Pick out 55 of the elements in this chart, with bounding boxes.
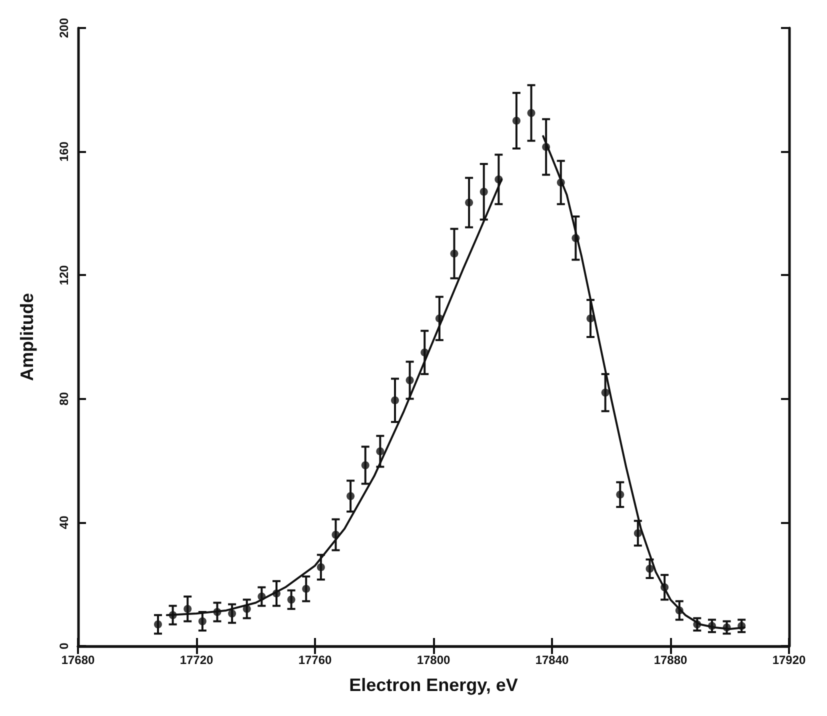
point <box>346 492 355 500</box>
point <box>693 620 702 628</box>
point <box>527 108 536 117</box>
point <box>154 620 162 628</box>
point <box>646 564 654 573</box>
point <box>272 589 280 598</box>
point <box>361 461 370 470</box>
point <box>660 583 669 592</box>
point <box>168 611 177 620</box>
y-tick-label: 160 <box>57 141 71 162</box>
point <box>213 608 222 616</box>
point <box>198 617 206 626</box>
point <box>184 604 192 613</box>
point <box>390 396 399 404</box>
point <box>480 188 488 196</box>
point <box>556 178 565 186</box>
point <box>675 606 684 614</box>
point <box>242 604 251 613</box>
point <box>465 198 474 207</box>
x-axis-title: Electron Energy, eV <box>349 675 518 695</box>
point <box>542 142 550 151</box>
x-tick-label: 17800 <box>416 653 451 667</box>
point <box>258 592 266 601</box>
y-tick-label: 40 <box>57 515 71 530</box>
x-tick-label: 17840 <box>535 653 570 667</box>
y-tick-label: 200 <box>57 18 71 38</box>
point <box>287 596 296 604</box>
y-tick-label: 120 <box>57 264 71 286</box>
y-tick-label: 0 <box>57 642 71 650</box>
point <box>450 250 458 258</box>
point <box>228 610 236 618</box>
point <box>634 529 642 538</box>
x-tick-label: 17920 <box>772 653 806 667</box>
point <box>586 314 595 322</box>
point <box>406 376 414 384</box>
point <box>601 388 610 397</box>
x-tick-label: 17720 <box>180 653 214 667</box>
x-tick-label: 17680 <box>61 653 96 667</box>
point <box>435 314 444 322</box>
point <box>332 530 340 539</box>
point <box>738 622 746 630</box>
y-tick-label: 80 <box>57 392 71 406</box>
point <box>302 584 310 593</box>
point <box>616 490 624 499</box>
point <box>572 234 580 242</box>
x-tick-label: 17880 <box>654 653 688 667</box>
point <box>512 116 520 125</box>
point <box>494 175 503 184</box>
point <box>420 348 429 356</box>
point <box>316 563 325 572</box>
y-axis-title: Amplitude <box>17 293 37 381</box>
point <box>708 622 716 630</box>
point <box>722 623 731 632</box>
point <box>376 447 384 456</box>
x-tick-label: 17760 <box>298 653 332 667</box>
